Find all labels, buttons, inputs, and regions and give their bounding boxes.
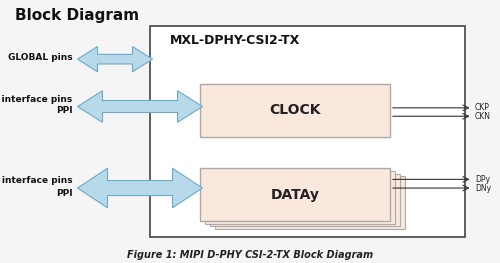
- Bar: [205, 171, 395, 224]
- Text: DPy: DPy: [475, 175, 490, 184]
- Text: PPI: PPI: [56, 189, 72, 198]
- Polygon shape: [78, 91, 202, 122]
- Text: CLOCK: CLOCK: [270, 103, 321, 118]
- Polygon shape: [78, 168, 202, 208]
- Bar: [150, 26, 465, 237]
- Bar: [210, 174, 400, 226]
- Text: GLOBAL pins: GLOBAL pins: [8, 53, 72, 62]
- Text: CKN: CKN: [475, 112, 491, 121]
- Polygon shape: [78, 47, 152, 72]
- Text: Figure 1: MIPI D-PHY CSI-2-TX Block Diagram: Figure 1: MIPI D-PHY CSI-2-TX Block Diag…: [127, 250, 373, 260]
- Text: DNy: DNy: [475, 184, 491, 193]
- Bar: [200, 84, 390, 137]
- Text: CKP: CKP: [475, 103, 490, 112]
- Text: CLOCK interface pins: CLOCK interface pins: [0, 95, 72, 104]
- Text: DATAy interface pins: DATAy interface pins: [0, 176, 72, 185]
- Bar: [200, 168, 390, 221]
- Text: DATAy: DATAy: [270, 188, 320, 202]
- Text: Block Diagram: Block Diagram: [15, 8, 139, 23]
- Text: MXL-DPHY-CSI2-TX: MXL-DPHY-CSI2-TX: [170, 34, 300, 47]
- Bar: [215, 176, 405, 229]
- Text: PPI: PPI: [56, 106, 72, 115]
